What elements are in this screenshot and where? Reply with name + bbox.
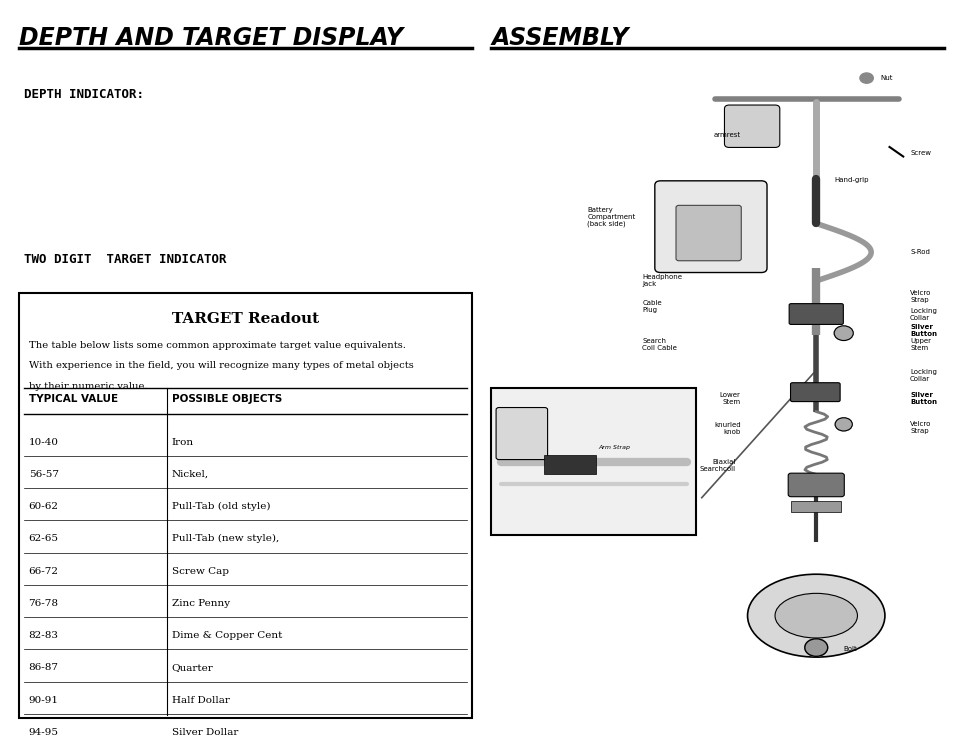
Text: Pull-Tab (new style),: Pull-Tab (new style),	[172, 534, 278, 543]
Text: DEPTH INDICATOR:: DEPTH INDICATOR:	[24, 88, 144, 101]
Ellipse shape	[747, 574, 884, 657]
Text: Velcro
Strap: Velcro Strap	[909, 421, 930, 434]
Text: by their numeric value.: by their numeric value.	[29, 382, 147, 391]
Text: Nickel,: Nickel,	[172, 470, 209, 479]
Text: 90-91: 90-91	[29, 696, 58, 705]
Text: TWO DIGIT  TARGET INDICATOR: TWO DIGIT TARGET INDICATOR	[24, 253, 226, 266]
Bar	[790, 501, 841, 512]
Text: Screw Cap: Screw Cap	[172, 567, 229, 576]
Text: Locking
Collar: Locking Collar	[909, 369, 936, 382]
Text: POSSIBLE OBJECTS: POSSIBLE OBJECTS	[172, 393, 282, 404]
Text: Upper
Stem: Upper Stem	[909, 338, 930, 351]
Text: 60-62: 60-62	[29, 502, 58, 511]
FancyBboxPatch shape	[787, 473, 843, 497]
Text: Bolt: Bolt	[842, 646, 857, 652]
Text: knurled
knob: knurled knob	[713, 422, 740, 435]
Text: 94-95: 94-95	[29, 728, 58, 737]
Circle shape	[859, 73, 872, 83]
Text: Nut: Nut	[880, 75, 892, 81]
Bar	[491, 388, 696, 535]
Text: TARGET Readout: TARGET Readout	[172, 311, 319, 325]
Text: Velcro
Strap: Velcro Strap	[909, 290, 930, 303]
Text: Biaxial
Searchcoil: Biaxial Searchcoil	[700, 459, 736, 472]
Text: ASSEMBLY: ASSEMBLY	[491, 26, 628, 49]
FancyBboxPatch shape	[19, 293, 472, 718]
Text: DEPTH AND TARGET DISPLAY: DEPTH AND TARGET DISPLAY	[19, 26, 403, 49]
FancyBboxPatch shape	[654, 181, 766, 272]
FancyBboxPatch shape	[790, 383, 840, 401]
Text: Headphone
Jack: Headphone Jack	[641, 275, 681, 287]
FancyBboxPatch shape	[723, 105, 779, 148]
Text: Locking
Collar: Locking Collar	[909, 308, 936, 320]
Text: Half Dollar: Half Dollar	[172, 696, 230, 705]
Circle shape	[833, 326, 852, 340]
Text: Lower
Stem: Lower Stem	[720, 393, 740, 405]
Text: 10-40: 10-40	[29, 438, 58, 446]
Text: Zinc Penny: Zinc Penny	[172, 599, 230, 608]
Text: Dime & Copper Cent: Dime & Copper Cent	[172, 631, 282, 640]
Text: 86-87: 86-87	[29, 663, 58, 672]
Text: 62-65: 62-65	[29, 534, 58, 543]
Bar	[543, 455, 596, 474]
Text: 76-78: 76-78	[29, 599, 58, 608]
Text: Hand-grip: Hand-grip	[834, 177, 868, 183]
Text: Silver
Button: Silver Button	[909, 393, 936, 405]
Text: Pull-Tab (old style): Pull-Tab (old style)	[172, 502, 270, 511]
Text: Arm Strap: Arm Strap	[598, 444, 630, 449]
FancyBboxPatch shape	[788, 303, 842, 325]
Text: Battery
Compartment
(back side): Battery Compartment (back side)	[587, 207, 635, 227]
Text: armrest: armrest	[713, 133, 740, 139]
Circle shape	[804, 639, 827, 656]
Circle shape	[834, 418, 851, 431]
Text: Quarter: Quarter	[172, 663, 213, 672]
Text: Screw: Screw	[909, 151, 930, 156]
Text: Cable
Plug: Cable Plug	[641, 300, 661, 313]
Ellipse shape	[774, 593, 857, 638]
FancyBboxPatch shape	[676, 205, 740, 261]
Text: TYPICAL VALUE: TYPICAL VALUE	[29, 393, 117, 404]
Text: With experience in the field, you will recognize many types of metal objects: With experience in the field, you will r…	[29, 362, 413, 370]
Text: The table below lists some common approximate target value equivalents.: The table below lists some common approx…	[29, 341, 405, 350]
Text: 66-72: 66-72	[29, 567, 58, 576]
Text: Silver Dollar: Silver Dollar	[172, 728, 238, 737]
Text: Search
Coil Cable: Search Coil Cable	[641, 338, 677, 351]
Text: S-Rod: S-Rod	[909, 249, 929, 255]
Text: 82-83: 82-83	[29, 631, 58, 640]
FancyBboxPatch shape	[496, 407, 547, 460]
Text: Iron: Iron	[172, 438, 193, 446]
Text: Silver
Button: Silver Button	[909, 324, 936, 337]
Text: 56-57: 56-57	[29, 470, 58, 479]
